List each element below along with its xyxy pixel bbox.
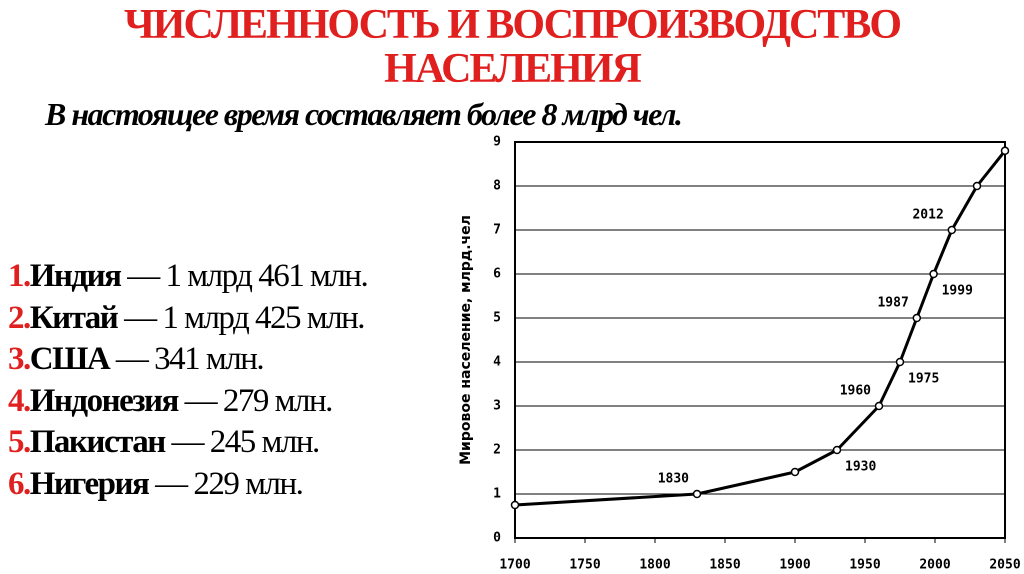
country-name: Индонезия (29, 382, 180, 419)
data-point (929, 269, 938, 279)
x-tick-label: 1800 (639, 558, 670, 573)
y-tick-label: 5 (493, 311, 501, 326)
data-point (972, 181, 982, 191)
point-label: 1830 (658, 472, 689, 487)
y-tick-label: 3 (493, 399, 501, 414)
data-point (947, 225, 957, 235)
list-item: 2.Китай — 1 млрд 425 млн. (8, 299, 366, 337)
y-tick-label: 4 (493, 355, 501, 370)
title: ЧИСЛЕННОСТЬ И ВОСПРОИЗВОДСТВО (123, 2, 902, 48)
data-point (1000, 146, 1010, 156)
population: — 245 млн. (171, 424, 320, 460)
data-point (510, 500, 520, 510)
point-label: 1975 (908, 372, 939, 387)
y-axis-label: Мировое население, млрд.чел (458, 215, 474, 465)
y-tick-label: 1 (493, 487, 501, 502)
subtitle: В настоящее время составляет более 8 млр… (45, 96, 683, 132)
item-number: 2. (8, 299, 31, 336)
point-label: 1999 (942, 284, 973, 299)
list-item: 3.США — 341 млн. (8, 341, 265, 378)
population: — 1 млрд 461 млн. (127, 258, 368, 294)
y-tick-label: 9 (493, 135, 501, 150)
population: — 341 млн. (115, 341, 265, 377)
x-tick-label: 1750 (569, 558, 600, 573)
data-point (790, 467, 800, 477)
point-label: 1987 (877, 296, 908, 311)
item-number: 4. (8, 382, 31, 419)
x-tick-label: 1700 (499, 558, 530, 573)
y-tick-label: 0 (493, 531, 501, 546)
population: — 279 млн. (184, 382, 334, 419)
y-tick-label: 8 (493, 179, 501, 194)
point-label: 2012 (912, 208, 943, 223)
list-item: 5.Пакистан — 245 млн. (8, 424, 320, 461)
list-item: 1.Индия — 1 млрд 461 млн. (8, 258, 369, 295)
country-name: Нигерия (29, 465, 150, 502)
population: — 1 млрд 425 млн. (124, 299, 365, 336)
list-item: 6.Нигерия — 229 млн. (8, 465, 304, 503)
country-name: Индия (29, 258, 122, 294)
data-point (692, 489, 702, 499)
country-name: Пакистан (29, 424, 166, 460)
y-tick-label: 2 (493, 443, 501, 458)
data-line (514, 149, 1007, 507)
y-tick-label: 6 (493, 267, 501, 282)
x-tick-label: 2050 (989, 558, 1020, 573)
point-label: 1960 (840, 384, 871, 399)
x-tick-label: 1950 (849, 558, 880, 573)
data-point (874, 401, 884, 411)
country-name: Китай (29, 299, 119, 336)
list-item: 4.Индонезия — 279 млн. (8, 382, 334, 420)
item-number: 3. (8, 341, 31, 377)
population: — 229 млн. (155, 465, 304, 502)
data-point (895, 357, 905, 367)
data-point (912, 313, 922, 323)
y-tick-label: 7 (493, 223, 501, 238)
item-number: 1. (8, 258, 31, 294)
x-tick-label: 2000 (919, 558, 950, 573)
item-number: 6. (8, 465, 31, 502)
x-tick-label: 1850 (709, 558, 740, 573)
country-name: США (29, 341, 111, 377)
item-number: 5. (8, 424, 31, 460)
point-label: 1930 (845, 460, 876, 475)
title: НАСЕЛЕНИЯ (384, 46, 642, 92)
data-point (832, 445, 842, 455)
x-tick-label: 1900 (779, 558, 810, 573)
plot-frame (514, 141, 1006, 539)
